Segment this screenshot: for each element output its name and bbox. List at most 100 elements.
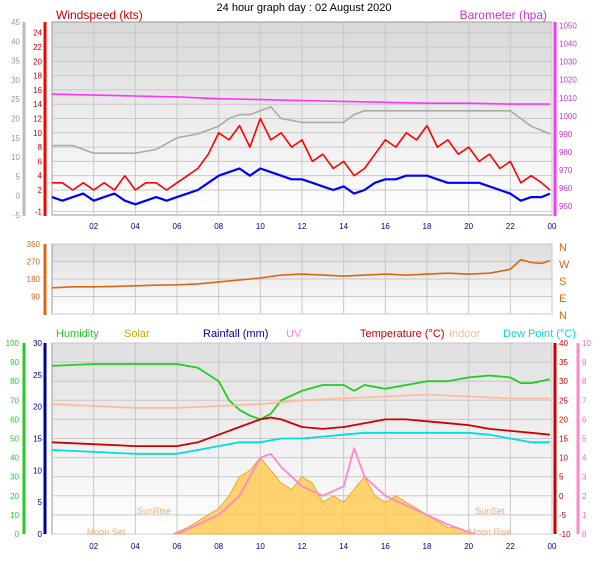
x-tick-label: 08 (214, 222, 223, 231)
compass-label: S (559, 276, 566, 288)
direction-tick-label: 90 (31, 293, 40, 302)
windspeed-tick-label: 2 (38, 186, 43, 195)
outer-tick-label: 25 (11, 95, 20, 104)
humidity-tick-label: 70 (10, 396, 19, 405)
outer-tick-label: 35 (11, 57, 20, 66)
series-uv (176, 447, 476, 535)
humidity-tick-label: 100 (6, 339, 20, 348)
temperature-tick-label: 0 (559, 492, 564, 501)
legend-entry: Dew Point (°C) (503, 328, 576, 340)
temperature-tick-label: -10 (559, 530, 571, 539)
legend-entry: Rainfall (mm) (203, 328, 268, 340)
x-tick-label: 18 (423, 222, 432, 231)
uv-tick-label: 6 (582, 415, 587, 424)
x-tick-label: 16 (381, 222, 390, 231)
wind-panel-grid (52, 22, 553, 215)
windspeed-tick-label: 4 (38, 172, 43, 181)
direction-panel-grid (52, 243, 553, 315)
uv-tick-label: 5 (582, 435, 587, 444)
series-direction (51, 258, 551, 289)
uv-tick-label: 0 (582, 530, 587, 539)
x-tick-label: 06 (173, 542, 182, 551)
x-tick-label: 08 (214, 542, 223, 551)
series-dew-point (51, 431, 550, 455)
x-tick-label: 04 (131, 222, 140, 231)
x-tick-label: 22 (506, 542, 515, 551)
temperature-tick-label: -5 (559, 511, 567, 520)
rainfall-tick-label: 10 (33, 466, 42, 475)
barometer-tick-label: 1010 (559, 94, 577, 103)
barometer-tick-label: 1040 (559, 40, 577, 49)
barometer-tick-label: 1030 (559, 58, 577, 67)
series-indoor (51, 393, 550, 409)
annotation-label: Moon Rise (468, 527, 511, 537)
x-tick-label: 10 (256, 222, 265, 231)
temp-panel-series (51, 363, 551, 535)
humidity-tick-label: 30 (10, 473, 19, 482)
x-tick-label: 20 (464, 222, 473, 231)
temperature-tick-label: 40 (559, 339, 568, 348)
uv-tick-label: 1 (582, 511, 587, 520)
x-tick-label: 20 (464, 542, 473, 551)
series-gust (52, 117, 551, 191)
rainfall-tick-label: 15 (33, 435, 42, 444)
direction-tick-label: 180 (27, 275, 41, 284)
x-tick-label: 14 (339, 222, 348, 231)
x-tick-label: 00 (548, 542, 557, 551)
series-wind (51, 167, 551, 206)
legend-entry: UV (286, 328, 302, 340)
x-tick-label: 14 (339, 542, 348, 551)
humidity-tick-label: 90 (10, 358, 19, 367)
series-humidity (51, 363, 551, 421)
x-tick-label: 16 (381, 542, 390, 551)
uv-tick-label: 3 (582, 473, 587, 482)
temperature-tick-label: 10 (559, 454, 568, 463)
wind-panel-series (51, 93, 551, 206)
x-tick-label: 02 (89, 542, 98, 551)
rainfall-tick-label: 30 (33, 339, 42, 348)
uv-tick-label: 2 (582, 492, 587, 501)
uv-tick-label: 8 (582, 377, 587, 386)
uv-tick-label: 4 (582, 454, 587, 463)
windspeed-tick-label: 8 (38, 143, 43, 152)
windspeed-tick-label: 14 (33, 100, 42, 109)
barometer-tick-label: 960 (559, 184, 573, 193)
series-temperature (51, 416, 550, 448)
annotation-label: Moon Set (87, 527, 126, 537)
uv-tick-label: 9 (582, 358, 587, 367)
outer-tick-label: 0 (16, 192, 21, 201)
temp-panel-annotations: SunRise SunSet Moon Set Moon Rise (87, 506, 512, 537)
compass-label: N (559, 242, 567, 254)
outer-tick-label: 15 (11, 134, 20, 143)
x-tick-label: 18 (423, 542, 432, 551)
annotation-label: SunRise (137, 506, 171, 516)
windspeed-tick-label: 16 (33, 86, 42, 95)
x-tick-label: 12 (298, 542, 307, 551)
windspeed-label: Windspeed (kts) (56, 8, 143, 22)
temperature-tick-label: 30 (559, 377, 568, 386)
humidity-tick-label: 40 (10, 454, 19, 463)
barometer-tick-label: 950 (559, 202, 573, 211)
barometer-label: Barometer (hpa) (460, 8, 547, 22)
temperature-tick-label: 5 (559, 473, 564, 482)
windspeed-tick-label: 24 (33, 29, 42, 38)
legend-entry: Indoor (449, 328, 481, 340)
direction-tick-label: 270 (27, 258, 41, 267)
windspeed-tick-label: 20 (33, 57, 42, 66)
x-tick-label: 12 (298, 222, 307, 231)
x-tick-label: 00 (548, 222, 557, 231)
humidity-tick-label: 50 (10, 435, 19, 444)
legend-entry: Temperature (°C) (360, 328, 444, 340)
page-title: 24 hour graph day : 02 August 2020 (217, 2, 392, 14)
compass-label: E (559, 293, 566, 305)
legend-entry: Solar (124, 328, 150, 340)
legend-entry: Humidity (56, 328, 99, 340)
windspeed-tick-label: 12 (33, 115, 42, 124)
x-tick-label: 06 (173, 222, 182, 231)
temp-panel-axes: -10-505101520253035400102030405060708090… (6, 339, 592, 551)
temp-panel-legend: Humidity Solar Rainfall (mm) UV Temperature … (56, 328, 576, 340)
barometer-tick-label: 1000 (559, 112, 577, 121)
outer-tick-label: 5 (16, 172, 21, 181)
x-tick-label: 02 (89, 222, 98, 231)
